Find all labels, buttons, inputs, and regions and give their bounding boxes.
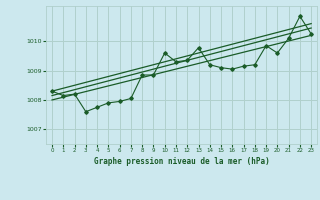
X-axis label: Graphe pression niveau de la mer (hPa): Graphe pression niveau de la mer (hPa) [94, 157, 269, 166]
